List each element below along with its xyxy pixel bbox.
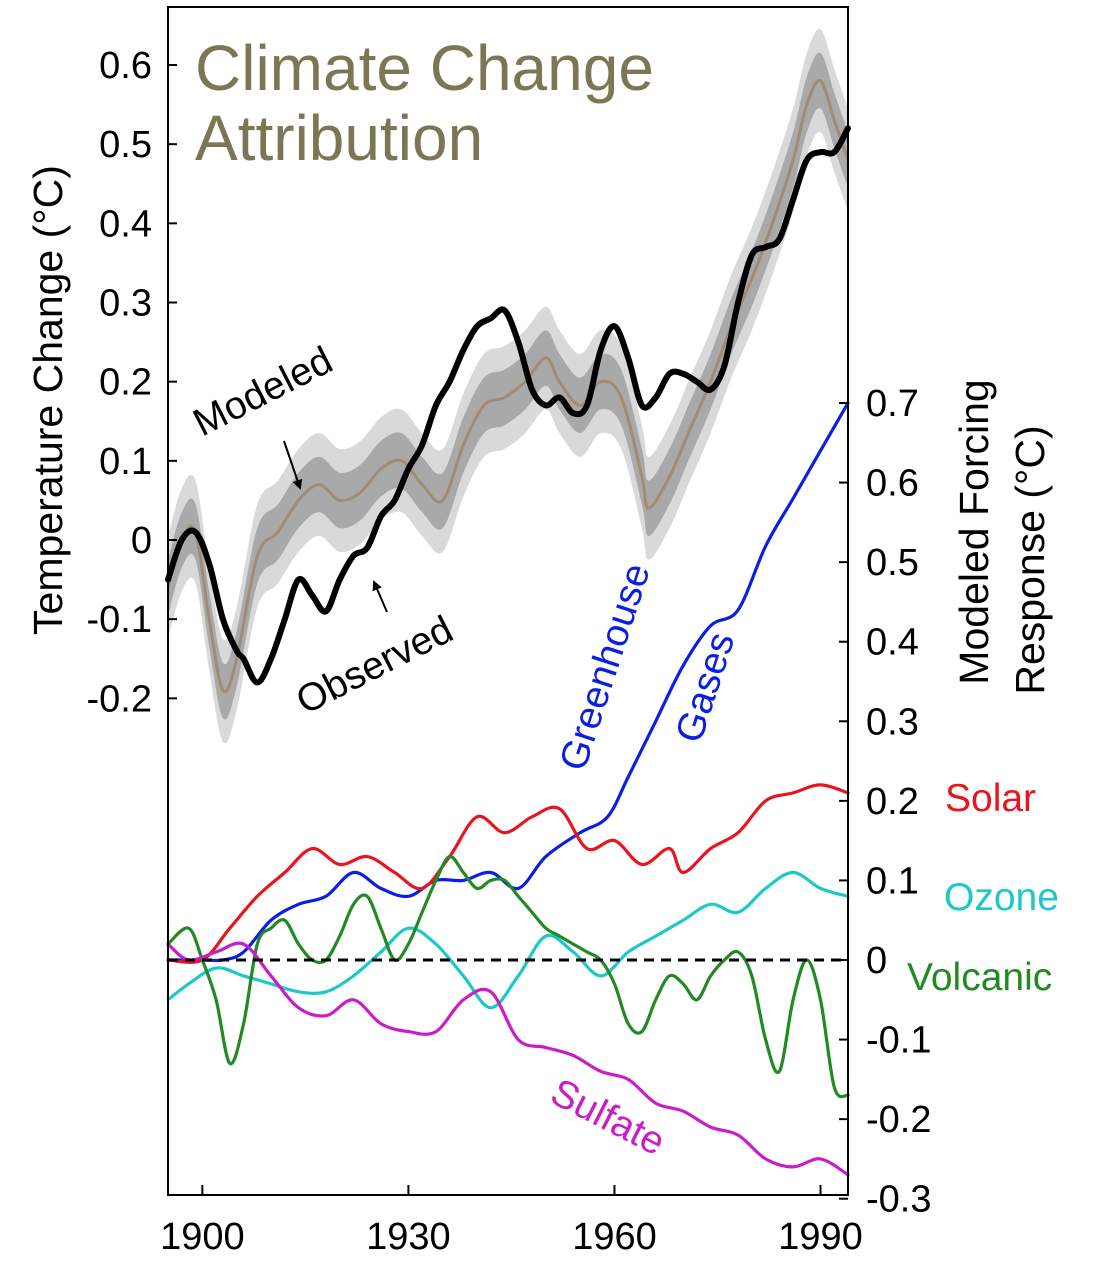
temperature-series-layer <box>165 79 851 694</box>
series-sulfate <box>166 941 850 1177</box>
label-modeled: Modeled <box>187 339 340 445</box>
label-volcanic: Volcanic <box>907 956 1052 999</box>
right-tick-label: 0.3 <box>866 701 919 743</box>
left-tick-label: 0.3 <box>99 283 152 325</box>
right-axis-ticks: 0.7 0.6 0.5 0.4 0.3 0.2 0.1 0 -0.1 -0.2 -0.3 <box>839 383 931 1221</box>
label-observed: Observed <box>290 608 460 723</box>
label-greenhouse: Greenhouse <box>552 558 659 775</box>
right-tick-label: -0.3 <box>866 1179 931 1221</box>
x-tick-label: 1960 <box>572 1216 657 1258</box>
modeled-band-inner <box>168 52 848 720</box>
chart-title-line1: Climate Change <box>195 32 654 104</box>
x-axis-ticks: 1900 1930 1960 1990 <box>160 1185 863 1258</box>
series-modeled <box>166 79 850 694</box>
left-tick-label: 0 <box>131 520 152 562</box>
label-sulfate: Sulfate <box>544 1071 672 1164</box>
right-tick-label: 0.1 <box>866 860 919 902</box>
x-tick-label: 1900 <box>160 1216 245 1258</box>
label-gases: Gases <box>668 627 744 747</box>
left-tick-label: 0.6 <box>99 45 152 87</box>
right-tick-label: 0.2 <box>866 781 919 823</box>
right-axis-title-line2: Response (°C) <box>1007 425 1053 694</box>
left-tick-label: -0.1 <box>87 599 152 641</box>
right-axis-title-line1: Modeled Forcing <box>951 379 997 684</box>
left-axis-ticks: 0.6 0.5 0.4 0.3 0.2 0.1 0 -0.1 -0.2 <box>87 45 177 720</box>
right-tick-label: 0.6 <box>866 463 919 505</box>
x-tick-label: 1990 <box>778 1216 863 1258</box>
series-ozone <box>166 870 850 1010</box>
chart-title: Climate Change Attribution <box>195 32 672 174</box>
right-tick-label: 0.7 <box>866 383 919 425</box>
series-observed <box>165 125 851 686</box>
modeled-uncertainty-bands <box>168 29 848 744</box>
left-tick-label: -0.2 <box>87 678 152 720</box>
right-tick-label: 0.4 <box>866 622 919 664</box>
x-tick-label: 1930 <box>366 1216 451 1258</box>
chart-title-line2: Attribution <box>195 102 483 174</box>
left-tick-label: 0.5 <box>99 124 152 166</box>
series-greenhouse-gases <box>166 401 850 963</box>
arrow-observed <box>372 580 388 613</box>
left-tick-label: 0.2 <box>99 362 152 404</box>
left-tick-label: 0.4 <box>99 203 152 245</box>
forcing-series-layer <box>166 401 850 1177</box>
right-tick-label: 0.5 <box>866 542 919 584</box>
series-volcanic <box>166 854 850 1099</box>
left-axis-title: Temperature Change (°C) <box>25 165 71 635</box>
plot-frame <box>167 6 849 1196</box>
right-tick-label: 0 <box>866 940 887 982</box>
series-solar <box>166 783 850 964</box>
left-tick-label: 0.1 <box>99 441 152 483</box>
label-solar: Solar <box>945 777 1036 820</box>
right-tick-label: -0.2 <box>866 1099 931 1141</box>
right-tick-label: -0.1 <box>866 1020 931 1062</box>
arrow-modeled <box>283 440 303 490</box>
label-ozone: Ozone <box>944 876 1059 919</box>
